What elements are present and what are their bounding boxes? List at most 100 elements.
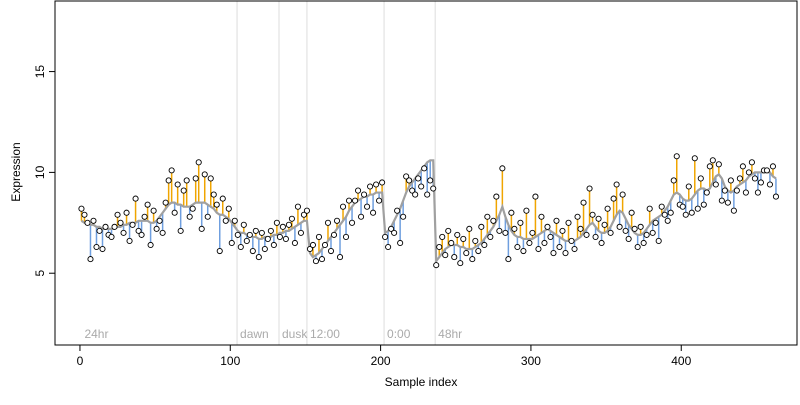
point [439,233,446,240]
point [406,177,413,184]
point [700,201,707,208]
point [532,193,539,200]
point [478,223,485,230]
point [237,243,244,251]
point [475,247,482,255]
point [120,229,127,236]
point [640,239,647,247]
annotation: 24hr [84,327,108,341]
y-tick-label: 5 [33,270,47,277]
point [772,193,780,200]
point [171,209,178,216]
point [688,209,695,216]
point [219,195,226,202]
point [664,217,671,224]
point [225,205,232,212]
point [141,213,148,220]
point [751,175,758,182]
point [442,252,449,259]
point [496,227,503,234]
point [568,237,575,245]
point [382,233,389,240]
point [511,225,518,232]
point [469,256,476,263]
point [267,227,274,234]
point [517,219,524,226]
point [264,235,271,242]
point [96,227,103,234]
point [583,231,590,238]
point [661,211,668,218]
point [418,183,425,190]
point [93,243,100,251]
point [126,237,133,245]
point [538,213,545,220]
point [87,256,94,263]
point [117,219,124,226]
point [604,205,611,212]
point [114,211,121,218]
point [601,221,608,228]
x-axis-label: Sample index [385,375,458,389]
point [168,167,175,174]
point [333,217,341,224]
x-tick-label: 300 [521,354,541,368]
point [300,211,307,218]
point [523,207,530,214]
point [132,195,139,202]
point [481,241,488,249]
point [222,217,229,224]
point [138,231,145,238]
point [379,179,386,186]
point [766,181,773,188]
point [655,237,662,245]
point [634,243,641,251]
point [312,258,320,265]
point [156,217,163,224]
point [643,231,650,238]
point [144,201,151,208]
point [108,233,115,240]
point [685,183,692,190]
point [721,187,728,194]
point [273,219,280,226]
point [391,229,398,236]
point [607,229,614,236]
point [559,227,566,234]
point [231,217,238,224]
point [454,231,461,238]
point [249,247,256,255]
point [739,163,746,170]
point [547,233,554,240]
point [586,185,593,192]
point [592,233,599,240]
point [204,213,211,220]
point [162,199,169,206]
point [195,159,202,166]
x-tick-label: 400 [671,354,691,368]
point [183,177,190,184]
point [562,250,569,257]
point [553,217,560,224]
point [505,256,512,263]
x-tick-label: 0 [77,354,84,368]
point [123,209,130,216]
point [487,233,494,240]
point [598,239,605,247]
annotation: 48hr [438,327,462,341]
point [499,165,506,172]
point [742,189,749,196]
fit-line [80,159,777,265]
point [565,219,572,226]
point [619,191,626,198]
point [733,187,740,194]
point [111,223,118,230]
point [445,227,452,234]
point [246,231,253,238]
point [297,229,304,236]
point [457,260,464,267]
x-tick-label: 100 [220,354,240,368]
point [544,223,551,230]
point [285,221,292,228]
point [724,199,731,206]
